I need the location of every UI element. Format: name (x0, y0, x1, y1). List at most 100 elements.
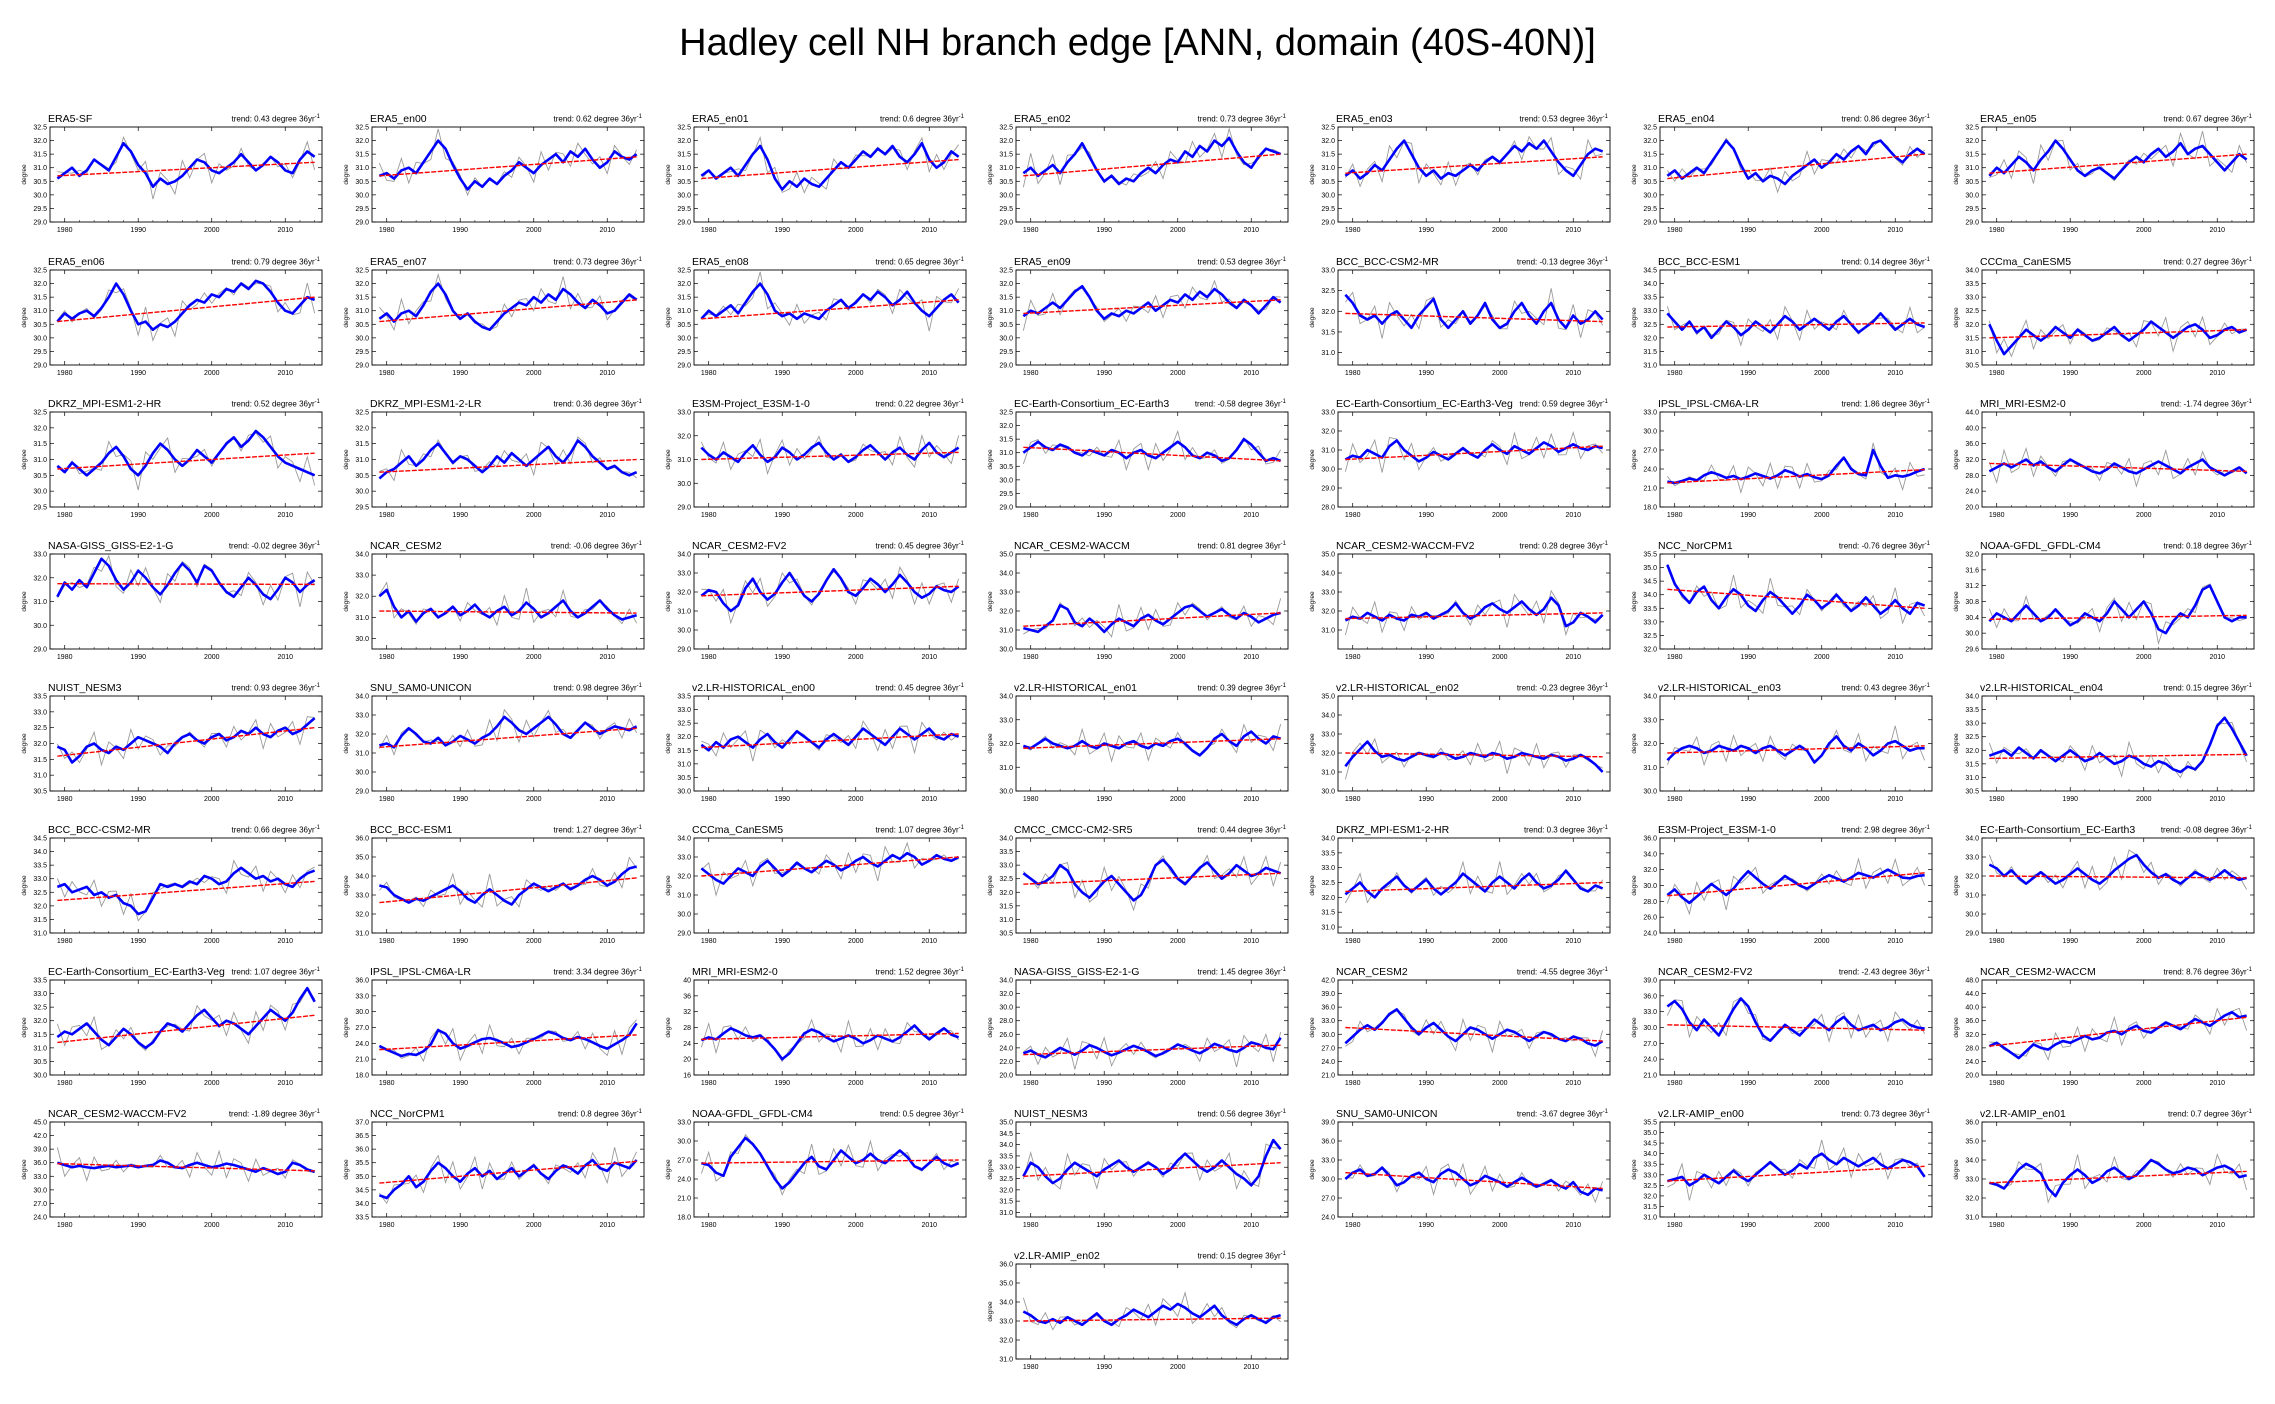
y-tick-label: 20 (683, 1057, 691, 1064)
raw-series-line (378, 1147, 638, 1205)
panel-plot: 34.0 32.0 30.0 28.0 26.0 24.0 22.0 20.0 1980 1990… (987, 978, 1289, 1087)
x-tick-label: 1990 (774, 938, 790, 945)
y-axis-label: degree (21, 449, 28, 470)
panel-trend-label: trend: 0.56 degree 36yr-1 (1197, 1109, 1286, 1119)
x-tick-label: 1980 (379, 370, 395, 377)
panel-plot: 33.5 33.0 32.5 32.0 31.5 31.0 30.5 30.0 1980 1990… (665, 694, 967, 803)
y-tick-label: 30.5 (999, 931, 1013, 938)
panel-plot: 34.0 33.0 32.0 31.0 30.0 29.0 1980 1990 2000 2010… (665, 836, 967, 945)
plot-frame (1659, 553, 1933, 650)
y-tick-label: 29.5 (33, 505, 47, 512)
y-tick-label: 26.0 (1643, 915, 1657, 922)
chart-panel: E3SM-Project_E3SM-1-0 trend: 2.98 degree … (1616, 824, 1938, 964)
x-tick-label: 1990 (1418, 227, 1434, 234)
x-tick-label: 2010 (1565, 227, 1581, 234)
smoothed-series-line (1988, 458, 2248, 477)
plot-frame (1981, 979, 2255, 1076)
raw-series-line (701, 720, 959, 762)
panel-trend-label: trend: 0.67 degree 36yr-1 (2163, 114, 2252, 124)
x-tick-label: 1980 (1023, 654, 1039, 661)
y-tick-label: 34.0 (1965, 268, 1979, 275)
panel-plot: 33.0 32.0 31.0 30.0 29.0 1980 1990 2000 2010 degr… (21, 552, 323, 661)
chart-panel: NOAA-GFDL_GFDL-CM4 trend: 0.18 degree 36y… (1938, 540, 2260, 680)
smoothed-series-line (378, 439, 638, 480)
raw-series-line (56, 716, 315, 767)
x-tick-label: 1990 (130, 370, 146, 377)
x-tick-label: 2000 (526, 227, 542, 234)
raw-series-line (1666, 442, 1925, 495)
plot-frame (49, 1121, 323, 1218)
y-tick-label: 33.0 (677, 571, 691, 578)
y-tick-label: 30.0 (677, 192, 691, 199)
y-tick-label: 32.0 (677, 734, 691, 741)
raw-series-line (1666, 563, 1926, 625)
panel-title: ERA5_en01 (692, 113, 749, 125)
x-tick-label: 1990 (1418, 796, 1434, 803)
x-tick-label: 1980 (1667, 370, 1683, 377)
y-axis-label: degree (987, 307, 994, 328)
trend-line (701, 733, 959, 749)
y-tick-label: 36.0 (1965, 1120, 1979, 1127)
panel-trend-label: trend: -0.58 degree 36yr-1 (1194, 399, 1286, 409)
y-tick-label: 30.0 (1965, 192, 1979, 199)
x-tick-label: 2000 (2136, 938, 2152, 945)
y-tick-label: 36 (683, 993, 691, 1000)
x-tick-label: 2010 (1887, 796, 1903, 803)
y-tick-label: 29.5 (355, 206, 369, 213)
y-tick-label: 31.0 (1643, 765, 1657, 772)
panel-trend-label: trend: 0.22 degree 36yr-1 (875, 399, 964, 409)
panel-trend-label: trend: 0.93 degree 36yr-1 (231, 683, 320, 693)
chart-panel: v2.LR-HISTORICAL_en03 trend: 0.43 degree … (1616, 682, 1938, 822)
chart-panel: IPSL_IPSL-CM6A-LR trend: 3.34 degree 36yr… (328, 966, 650, 1106)
y-tick-label: 31.0 (999, 450, 1013, 457)
panel-trend-label: trend: -1.89 degree 36yr-1 (228, 1109, 320, 1119)
panel-trend-label: trend: 0.28 degree 36yr-1 (1519, 541, 1608, 551)
x-tick-label: 1990 (2062, 227, 2078, 234)
smoothed-series-line (700, 1024, 960, 1061)
y-tick-label: 30.0 (999, 789, 1013, 796)
smoothed-series-line (379, 715, 638, 749)
panel-trend-label: trend: 1.86 degree 36yr-1 (1841, 399, 1930, 409)
x-tick-label: 2000 (204, 1222, 220, 1229)
y-tick-label: 33.5 (1643, 295, 1657, 302)
y-tick-label: 31.0 (33, 1045, 47, 1052)
y-tick-label: 30.5 (33, 322, 47, 329)
y-tick-label: 36.0 (355, 978, 369, 985)
y-tick-label: 29.5 (33, 206, 47, 213)
y-tick-label: 32.0 (999, 1338, 1013, 1345)
x-tick-label: 1980 (701, 938, 717, 945)
trend-line (701, 1159, 959, 1164)
chart-panel: DKRZ_MPI-ESM1-2-HR trend: 0.3 degree 36yr… (1294, 824, 1616, 964)
x-tick-label: 1990 (130, 227, 146, 234)
x-tick-label: 1980 (57, 370, 73, 377)
y-tick-label: 30.5 (33, 179, 47, 186)
plot-frame (1981, 553, 2255, 650)
y-tick-label: 33.0 (1643, 308, 1657, 315)
panel-trend-label: trend: -2.43 degree 36yr-1 (1838, 967, 1930, 977)
panel-title: ERA5_en03 (1336, 113, 1393, 125)
plot-frame (49, 269, 323, 366)
x-tick-label: 1990 (1096, 796, 1112, 803)
trend-line (57, 726, 315, 757)
panel-title: IPSL_IPSL-CM6A-LR (1658, 398, 1759, 410)
y-tick-label: 30.0 (999, 192, 1013, 199)
y-tick-label: 33.0 (999, 1165, 1013, 1172)
x-tick-label: 1990 (130, 796, 146, 803)
x-tick-label: 1980 (57, 227, 73, 234)
raw-series-line (1023, 854, 1282, 912)
y-tick-label: 34.5 (1643, 268, 1657, 275)
panel-title: E3SM-Project_E3SM-1-0 (1658, 824, 1776, 836)
x-tick-label: 1980 (1023, 1080, 1039, 1087)
x-tick-label: 2000 (204, 654, 220, 661)
y-tick-label: 29.5 (1643, 206, 1657, 213)
x-tick-label: 2010 (599, 370, 615, 377)
panel-title: MRI_MRI-ESM2-0 (692, 966, 778, 978)
y-tick-label: 30.0 (355, 770, 369, 777)
raw-series-line (1667, 1139, 1926, 1201)
y-tick-label: 35.0 (1965, 1139, 1979, 1146)
y-axis-label: degree (987, 164, 994, 185)
trend-line (1989, 1170, 2247, 1184)
panel-plot: 34.0 33.0 32.0 31.0 30.0 29.0 1980 1990 2000 2010… (343, 694, 645, 803)
y-tick-label: 34.5 (999, 1131, 1013, 1138)
y-tick-label: 33.0 (1321, 590, 1335, 597)
